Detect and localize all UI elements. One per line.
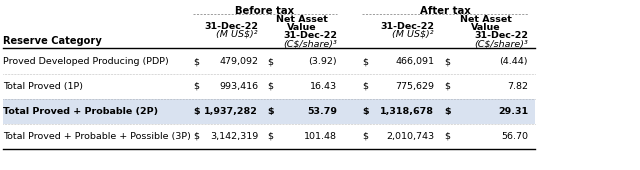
Text: $: $ [267,107,274,116]
Text: 466,091: 466,091 [395,57,434,66]
Text: 7.82: 7.82 [507,82,528,91]
Text: Net Asset: Net Asset [460,15,512,24]
Bar [3,99,535,124]
Text: $: $ [362,82,368,91]
Text: $: $ [444,57,450,66]
Text: $: $ [193,82,199,91]
Text: 1,937,282: 1,937,282 [204,107,258,116]
Text: 53.79: 53.79 [307,107,337,116]
Text: 2,010,743: 2,010,743 [386,132,434,141]
Text: (3.92): (3.92) [308,57,337,66]
Text: $: $ [444,132,450,141]
Text: 56.70: 56.70 [501,132,528,141]
Text: $: $ [444,107,451,116]
Text: Value: Value [287,23,317,32]
Text: (4.44): (4.44) [499,57,528,66]
Text: 31-Dec-22: 31-Dec-22 [204,22,258,31]
Text: Proved Developed Producing (PDP): Proved Developed Producing (PDP) [3,57,169,66]
Text: After tax: After tax [420,6,470,16]
Text: Reserve Category: Reserve Category [3,36,102,46]
Text: Total Proved + Probable + Possible (3P): Total Proved + Probable + Possible (3P) [3,132,191,141]
Text: 16.43: 16.43 [310,82,337,91]
Text: (M US$)²: (M US$)² [216,30,258,39]
Text: 3,142,319: 3,142,319 [210,132,258,141]
Text: 31-Dec-22: 31-Dec-22 [283,31,337,40]
Text: $: $ [267,82,273,91]
Text: 479,092: 479,092 [219,57,258,66]
Text: 101.48: 101.48 [304,132,337,141]
Text: $: $ [267,57,273,66]
Text: (M US$)²: (M US$)² [392,30,434,39]
Text: $: $ [362,107,369,116]
Text: 31-Dec-22: 31-Dec-22 [474,31,528,40]
Text: $: $ [193,57,199,66]
Text: 1,318,678: 1,318,678 [380,107,434,116]
Text: $: $ [362,57,368,66]
Text: 775,629: 775,629 [395,82,434,91]
Text: Value: Value [471,23,501,32]
Text: Total Proved + Probable (2P): Total Proved + Probable (2P) [3,107,158,116]
Text: Before tax: Before tax [236,6,294,16]
Text: $: $ [193,132,199,141]
Text: $: $ [193,107,200,116]
Text: Total Proved (1P): Total Proved (1P) [3,82,83,91]
Text: 993,416: 993,416 [219,82,258,91]
Text: 29.31: 29.31 [498,107,528,116]
Text: 31-Dec-22: 31-Dec-22 [380,22,434,31]
Text: (C$/share)³: (C$/share)³ [284,39,337,48]
Text: $: $ [362,132,368,141]
Text: $: $ [444,82,450,91]
Text: Net Asset: Net Asset [276,15,328,24]
Text: $: $ [267,132,273,141]
Text: (C$/share)³: (C$/share)³ [474,39,528,48]
